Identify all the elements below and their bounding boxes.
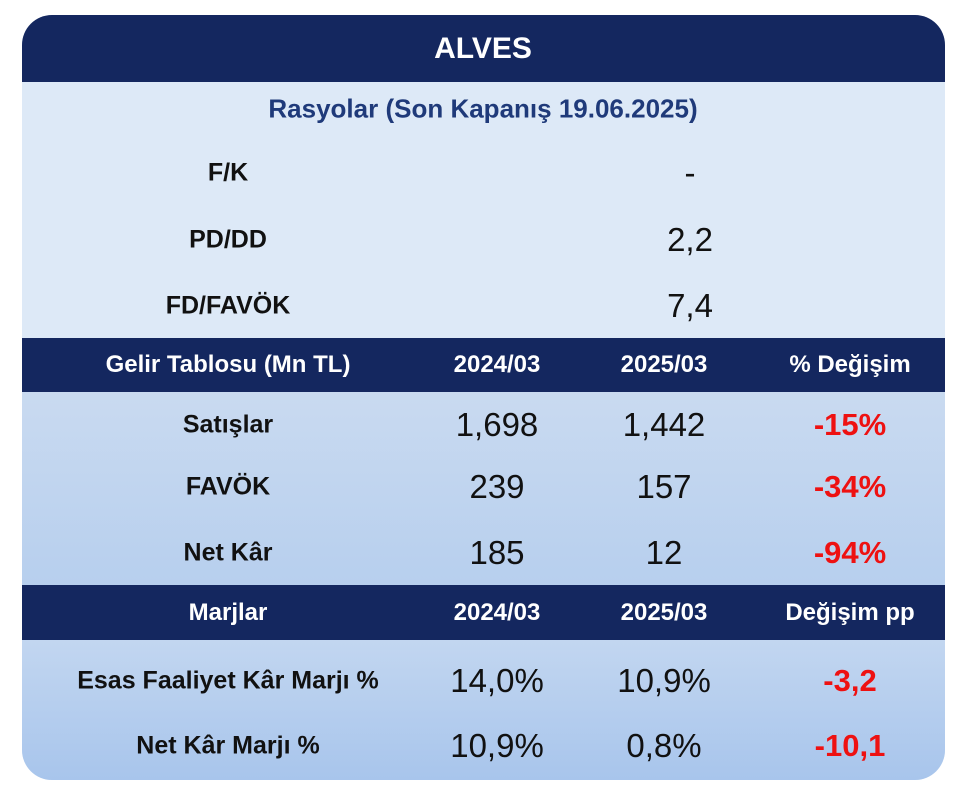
- value-cell: 10,9%: [450, 727, 544, 764]
- row-label: FAVÖK: [185, 472, 271, 501]
- change-cell: -34%: [813, 469, 887, 504]
- row-label: Satışlar: [182, 410, 274, 439]
- value-cell: 14,0%: [450, 662, 544, 699]
- margins-section: [22, 640, 945, 780]
- table-card: ALVES Rasyolar (Son Kapanış 19.06.2025) F/…: [22, 15, 945, 780]
- title-bar: [22, 15, 945, 82]
- value-cell: 1,698: [455, 406, 539, 443]
- value-cell: 12: [645, 534, 683, 571]
- value-cell: 10,9%: [617, 662, 711, 699]
- value-cell: 1,442: [622, 406, 706, 443]
- ratio-value: -: [684, 154, 696, 191]
- value-cell: 239: [469, 468, 525, 505]
- value-cell: 185: [469, 534, 525, 571]
- ratio-value: 7,4: [667, 287, 713, 324]
- column-header: Gelir Tablosu (Mn TL): [105, 351, 351, 378]
- ratio-label: F/K: [207, 158, 249, 187]
- row-label: Esas Faaliyet Kâr Marjı %: [77, 666, 379, 695]
- column-header: 2024/03: [453, 599, 541, 626]
- change-cell: -10,1: [814, 728, 886, 763]
- ratio-label: FD/FAVÖK: [165, 291, 291, 320]
- ratio-label: PD/DD: [189, 225, 267, 254]
- income-header-bar: [22, 338, 945, 392]
- row-label: Net Kâr: [183, 538, 273, 567]
- income-section: [22, 392, 945, 585]
- ratio-value: 2,2: [667, 221, 713, 258]
- column-header: 2025/03: [620, 351, 708, 378]
- column-header: % Değişim: [789, 351, 911, 378]
- value-cell: 157: [636, 468, 692, 505]
- title: ALVES: [434, 32, 532, 65]
- ratios-section: [22, 82, 945, 338]
- subtitle: Rasyolar (Son Kapanış 19.06.2025): [268, 93, 698, 124]
- value-cell: 0,8%: [626, 727, 702, 764]
- margins-header-bar: [22, 585, 945, 640]
- column-header: Değişim pp: [785, 599, 915, 626]
- column-header: 2024/03: [453, 351, 541, 378]
- column-header: 2025/03: [620, 599, 708, 626]
- change-cell: -94%: [813, 535, 887, 570]
- column-header: Marjlar: [188, 599, 268, 626]
- row-label: Net Kâr Marjı %: [136, 731, 320, 760]
- change-cell: -3,2: [823, 663, 877, 698]
- change-cell: -15%: [813, 407, 887, 442]
